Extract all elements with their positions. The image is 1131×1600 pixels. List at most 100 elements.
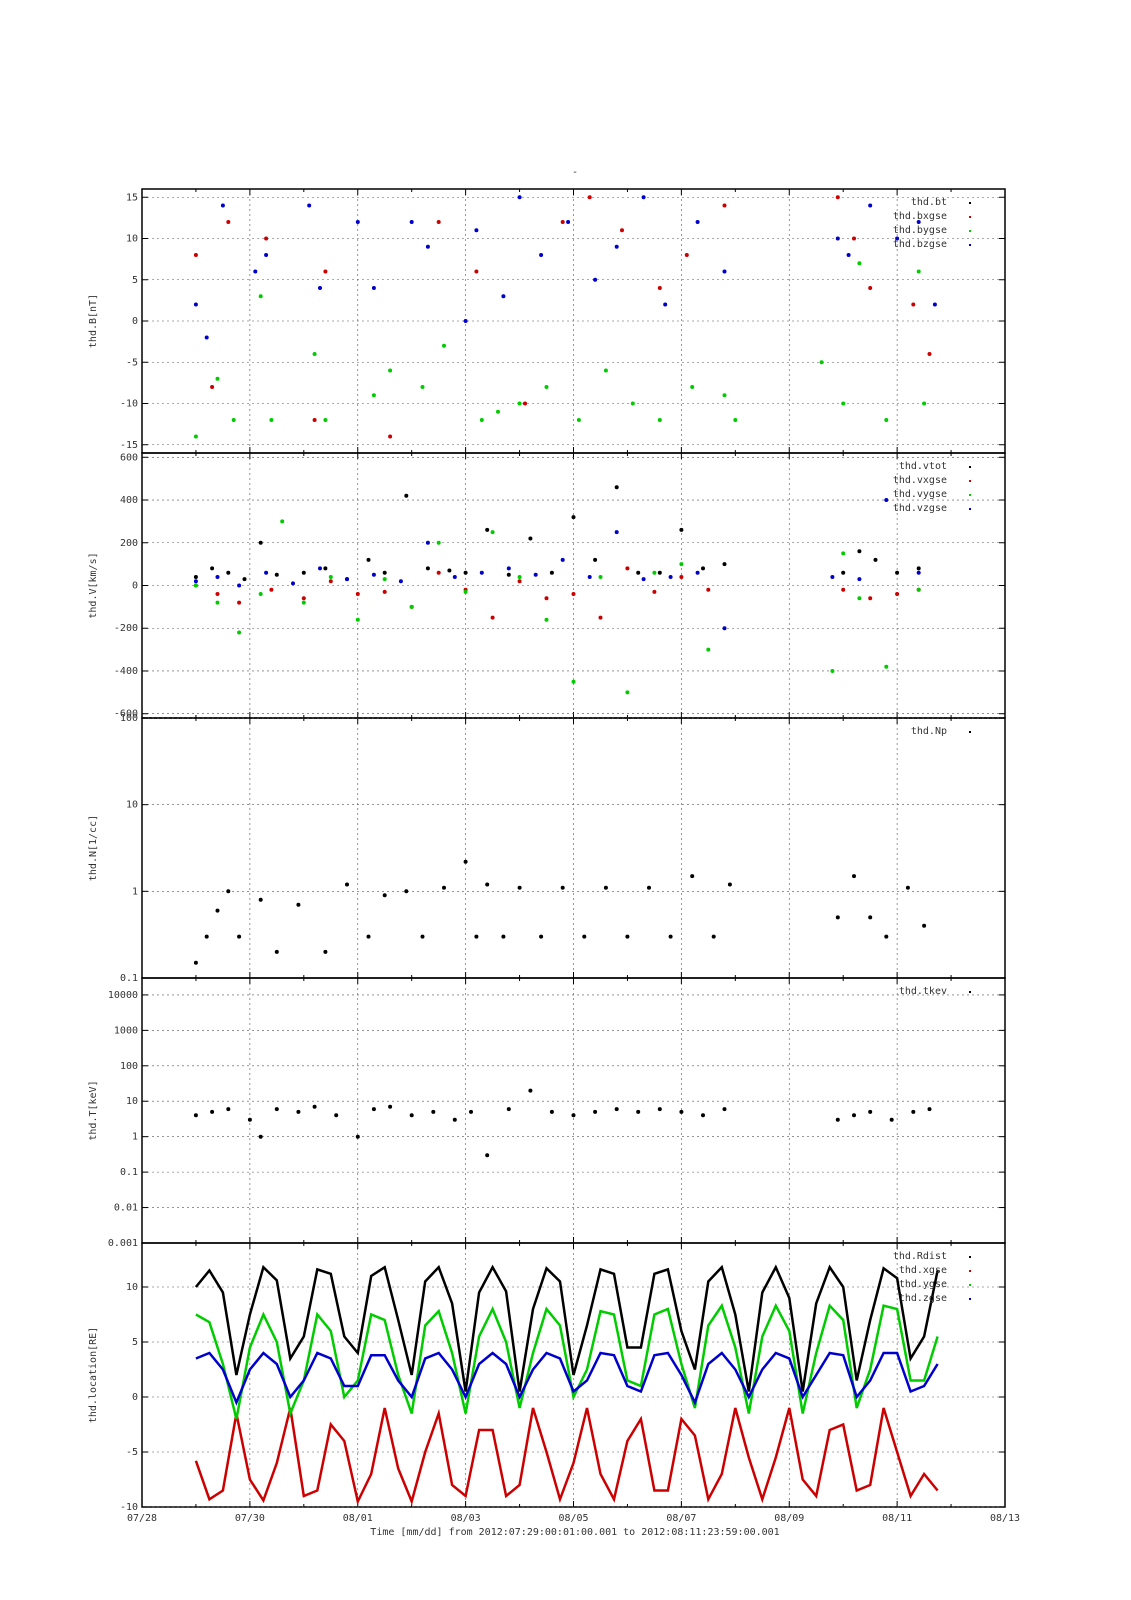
series-line xyxy=(195,1302,939,1420)
data-point xyxy=(323,949,328,954)
data-point xyxy=(485,882,490,887)
data-point xyxy=(355,1134,360,1139)
data-point xyxy=(560,220,565,224)
series-line xyxy=(194,1264,939,1392)
panels: 151050-5-10-15thd.B[nT]thd.btthd.bxgseth… xyxy=(88,188,1020,1524)
data-point xyxy=(479,570,484,575)
data-point xyxy=(318,286,322,290)
data-point xyxy=(539,253,544,257)
y-tick-label: 1000 xyxy=(114,1025,138,1036)
data-point xyxy=(539,934,544,939)
x-tick-label: 08/05 xyxy=(558,1513,588,1524)
y-tick-label: -400 xyxy=(114,666,138,677)
legend-swatch xyxy=(969,230,971,232)
x-tick-label: 07/30 xyxy=(235,1513,265,1524)
data-point xyxy=(852,1113,856,1118)
data-point xyxy=(193,1113,198,1118)
y-tick-label: 0 xyxy=(132,1392,138,1403)
data-point xyxy=(382,577,387,582)
y-tick-label: -600 xyxy=(114,709,138,720)
data-point xyxy=(371,286,376,290)
data-point xyxy=(819,360,824,365)
data-point xyxy=(215,575,220,579)
data-point xyxy=(420,385,425,389)
data-point xyxy=(603,885,608,890)
data-point xyxy=(722,1107,727,1112)
data-point xyxy=(922,923,927,928)
data-point xyxy=(895,236,900,241)
data-point xyxy=(442,343,446,348)
data-point xyxy=(280,519,285,524)
data-point xyxy=(215,592,220,596)
data-point xyxy=(657,286,662,290)
data-point xyxy=(657,418,662,422)
data-point xyxy=(916,566,921,571)
data-point xyxy=(436,540,441,545)
data-point xyxy=(474,269,479,274)
data-point xyxy=(404,493,409,498)
data-point xyxy=(469,1109,473,1114)
data-point xyxy=(506,572,511,577)
data-point xyxy=(668,934,673,939)
data-point xyxy=(657,1107,662,1112)
data-point xyxy=(722,203,727,208)
data-point xyxy=(593,277,598,282)
series-thd.Rdist xyxy=(194,1264,939,1392)
data-point xyxy=(652,570,657,575)
data-point xyxy=(355,592,360,596)
data-point xyxy=(371,572,376,577)
data-point xyxy=(690,385,695,389)
data-point xyxy=(323,418,328,422)
series-thd.vtot xyxy=(193,485,921,582)
data-point xyxy=(355,220,360,224)
data-point xyxy=(409,604,414,609)
data-point xyxy=(323,566,328,571)
data-point xyxy=(296,1109,301,1114)
data-point xyxy=(841,587,846,592)
data-point xyxy=(571,515,576,520)
data-point xyxy=(312,352,317,356)
data-point xyxy=(258,897,263,902)
legend-label: thd.Rdist xyxy=(893,1251,947,1262)
y-tick-label: -5 xyxy=(126,1447,138,1458)
data-point xyxy=(701,566,705,571)
series-line xyxy=(195,1351,939,1406)
data-point xyxy=(884,498,889,502)
data-point xyxy=(485,527,490,532)
data-point xyxy=(274,1107,279,1112)
data-point xyxy=(868,286,873,290)
x-axis-footer: Time [mm/dd] from 2012:07:29:00:01:00.00… xyxy=(370,1527,779,1538)
legend-swatch xyxy=(969,216,971,218)
x-tick-label: 08/09 xyxy=(774,1513,804,1524)
figure-title: - xyxy=(572,167,578,178)
y-axis-label: thd.V[km/s] xyxy=(88,552,99,618)
data-point xyxy=(560,557,565,562)
y-tick-label: 10000 xyxy=(108,990,138,1001)
legend-swatch xyxy=(969,494,971,496)
data-point xyxy=(722,393,727,398)
data-point xyxy=(226,570,231,575)
data-point xyxy=(204,934,209,939)
data-point xyxy=(501,294,506,299)
data-point xyxy=(409,220,414,224)
data-point xyxy=(905,885,910,890)
data-point xyxy=(301,570,306,575)
legend-swatch xyxy=(969,480,971,482)
legend-swatch xyxy=(969,1284,971,1286)
data-point xyxy=(425,540,430,545)
data-point xyxy=(868,203,873,208)
data-point xyxy=(474,934,479,939)
y-tick-label: 0.1 xyxy=(120,1167,138,1178)
series-thd.bxgse xyxy=(193,195,932,439)
y-axis-label: thd.B[nT] xyxy=(88,294,99,348)
data-point xyxy=(226,220,231,224)
x-tick-label: 08/07 xyxy=(666,1513,696,1524)
data-point xyxy=(922,401,927,406)
data-point xyxy=(382,893,387,898)
data-point xyxy=(857,596,862,601)
data-point xyxy=(868,596,873,601)
data-point xyxy=(323,269,328,274)
x-tick-label: 08/13 xyxy=(990,1513,1020,1524)
data-point xyxy=(269,418,274,422)
data-point xyxy=(264,570,269,575)
